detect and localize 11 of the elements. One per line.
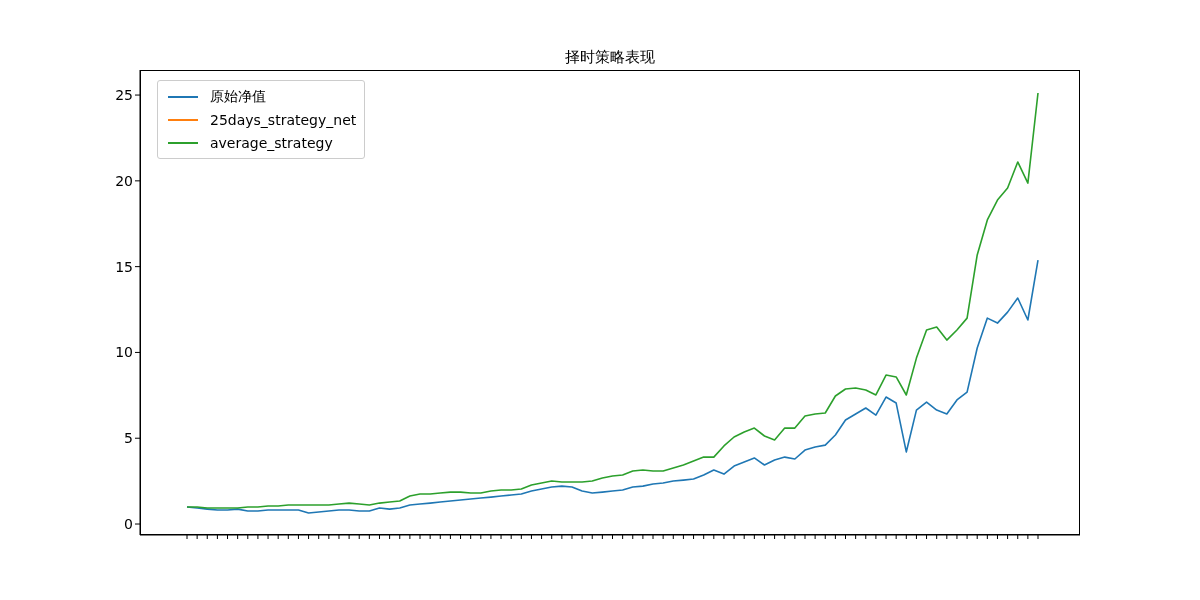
y-tick-label: 20 (115, 172, 133, 189)
y-tick-label: 10 (115, 344, 133, 361)
y-tick-label: 15 (115, 258, 133, 275)
y-tick-label: 25 (115, 87, 133, 104)
legend-label: 25days_strategy_net (210, 111, 357, 128)
chart-title: 择时策略表现 (564, 48, 656, 67)
line-series (186, 92, 1039, 509)
legend-label: 原始净值 (210, 87, 266, 106)
y-tick-label: 5 (124, 430, 133, 447)
legend-label: average_strategy (210, 134, 333, 151)
y-tick-label: 0 (124, 515, 133, 532)
